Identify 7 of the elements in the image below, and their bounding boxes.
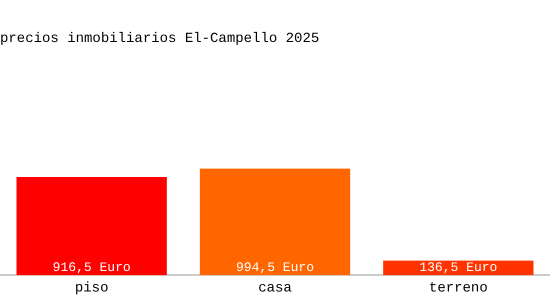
chart-title: precios inmobiliarios El-Campello 2025 — [0, 31, 320, 48]
x-tick-label: casa — [258, 280, 292, 296]
x-tick-label: terreno — [428, 280, 488, 296]
data-label: 136,5 Euro — [419, 260, 498, 276]
data-label: 994,5 Euro — [236, 260, 314, 276]
data-label: 916,5 Euro — [52, 260, 131, 276]
x-tick-label: piso — [74, 280, 108, 296]
